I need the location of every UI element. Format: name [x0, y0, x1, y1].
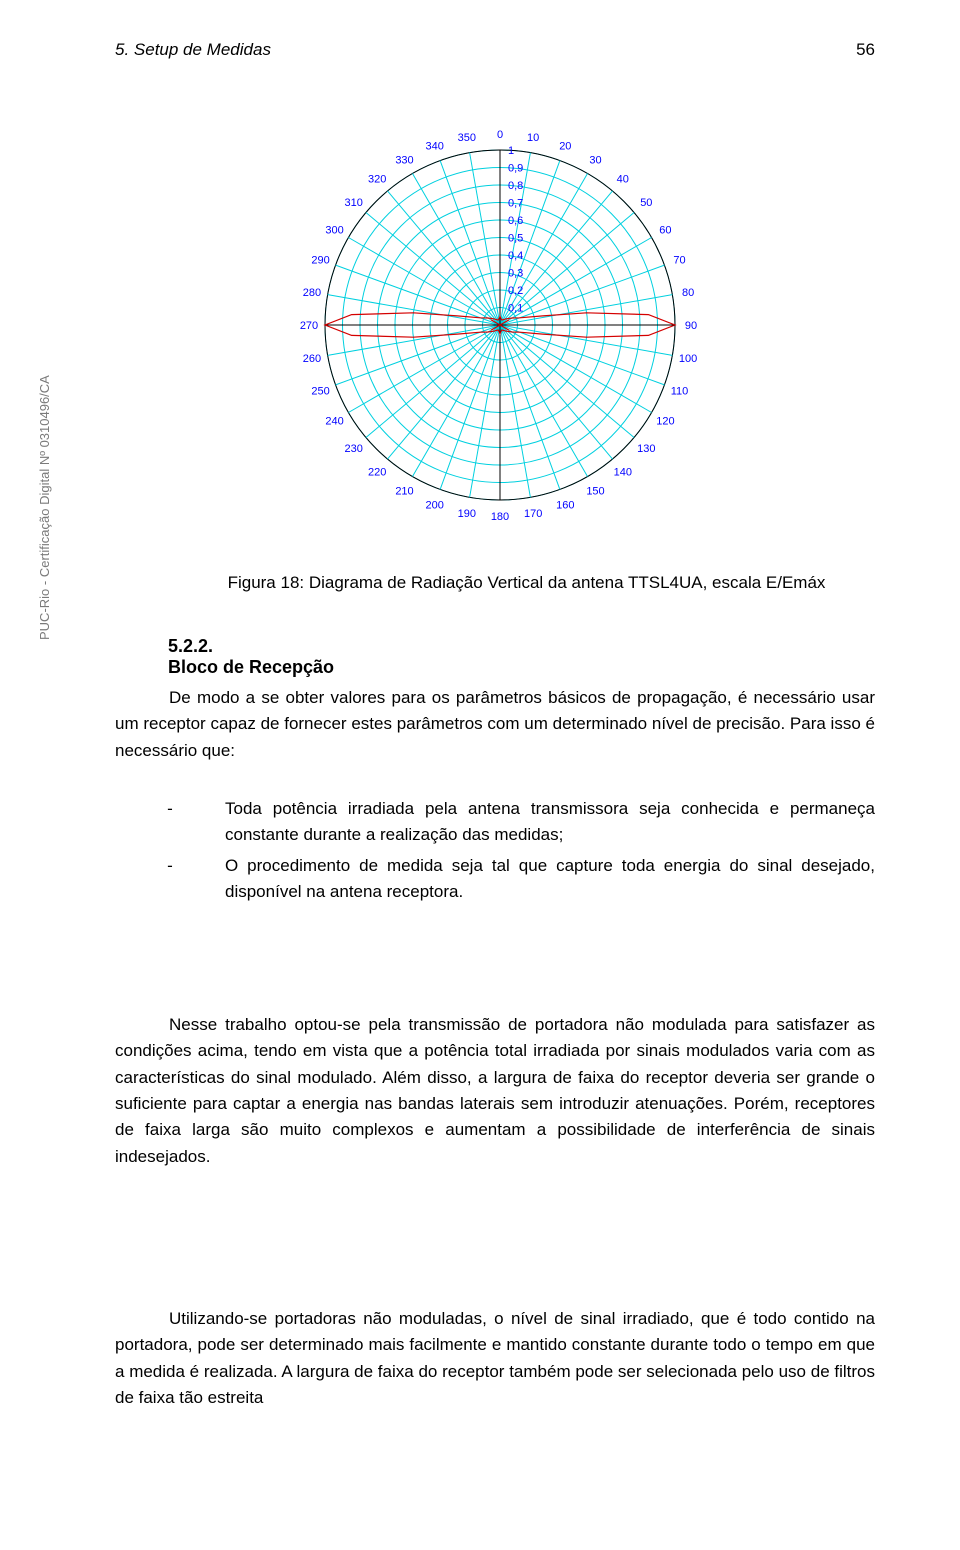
svg-text:0,5: 0,5	[508, 233, 523, 245]
svg-text:130: 130	[637, 443, 655, 455]
svg-text:10: 10	[527, 132, 539, 144]
svg-text:0,9: 0,9	[508, 163, 523, 175]
svg-text:0,6: 0,6	[508, 215, 523, 227]
svg-text:320: 320	[368, 174, 386, 186]
paragraph-2-text: Nesse trabalho optou-se pela transmissão…	[115, 1012, 875, 1170]
svg-text:170: 170	[524, 508, 542, 520]
svg-text:100: 100	[679, 353, 697, 365]
svg-text:90: 90	[685, 320, 697, 332]
svg-text:250: 250	[311, 385, 329, 397]
list-item: - Toda potência irradiada pela antena tr…	[115, 796, 875, 849]
section-heading: 5.2.2. Bloco de Recepção	[168, 636, 334, 678]
svg-text:150: 150	[586, 485, 604, 497]
svg-text:0,4: 0,4	[508, 250, 523, 262]
paragraph-2: Nesse trabalho optou-se pela transmissão…	[115, 1012, 875, 1170]
dash-icon: -	[115, 796, 225, 849]
svg-text:20: 20	[559, 141, 571, 153]
svg-text:70: 70	[673, 255, 685, 267]
svg-text:200: 200	[425, 499, 443, 511]
svg-text:0: 0	[497, 129, 503, 141]
list-item-text: Toda potência irradiada pela antena tran…	[225, 796, 875, 849]
svg-text:230: 230	[345, 443, 363, 455]
svg-text:190: 190	[458, 508, 476, 520]
paragraph-3-text: Utilizando-se portadoras não moduladas, …	[115, 1306, 875, 1411]
header-title: 5. Setup de Medidas	[115, 40, 271, 60]
svg-text:140: 140	[614, 466, 632, 478]
svg-text:30: 30	[589, 155, 601, 167]
svg-text:340: 340	[425, 141, 443, 153]
svg-text:270: 270	[300, 320, 318, 332]
svg-text:350: 350	[458, 132, 476, 144]
header-page-number: 56	[856, 40, 875, 60]
svg-text:1: 1	[508, 145, 514, 157]
page-header: 5. Setup de Medidas 56	[115, 40, 875, 60]
svg-text:330: 330	[395, 155, 413, 167]
svg-text:210: 210	[395, 485, 413, 497]
list-item-text: O procedimento de medida seja tal que ca…	[225, 853, 875, 906]
svg-text:40: 40	[617, 174, 629, 186]
svg-text:0,3: 0,3	[508, 268, 523, 280]
svg-text:0,2: 0,2	[508, 285, 523, 297]
svg-text:160: 160	[556, 499, 574, 511]
figure-caption: Figura 18: Diagrama de Radiação Vertical…	[178, 573, 875, 593]
paragraph-3: Utilizando-se portadoras não moduladas, …	[115, 1306, 875, 1411]
bullet-list: - Toda potência irradiada pela antena tr…	[115, 796, 875, 909]
svg-text:0,1: 0,1	[508, 303, 523, 315]
page: 5. Setup de Medidas 56 0 10 20 30 40 50 60 70 80…	[0, 0, 960, 1550]
paragraph-1-text: De modo a se obter valores para os parâm…	[115, 685, 875, 764]
svg-text:180: 180	[491, 511, 509, 523]
svg-text:110: 110	[671, 385, 689, 397]
svg-text:290: 290	[311, 255, 329, 267]
svg-text:0,8: 0,8	[508, 180, 523, 192]
svg-text:260: 260	[303, 353, 321, 365]
list-item: - O procedimento de medida seja tal que …	[115, 853, 875, 906]
svg-text:300: 300	[325, 225, 343, 237]
svg-text:120: 120	[656, 416, 674, 428]
section-title: Bloco de Recepção	[168, 657, 334, 677]
dash-icon: -	[115, 853, 225, 906]
polar-chart-svg: 0 10 20 30 40 50 60 70 80 90 100 110 120 130 140 150 160…	[280, 115, 720, 535]
section-number: 5.2.2.	[168, 636, 213, 656]
paragraph-1: De modo a se obter valores para os parâm…	[115, 685, 875, 764]
svg-text:50: 50	[640, 197, 652, 209]
svg-text:240: 240	[325, 416, 343, 428]
svg-text:220: 220	[368, 466, 386, 478]
polar-chart: 0 10 20 30 40 50 60 70 80 90 100 110 120 130 140 150 160…	[280, 115, 720, 535]
svg-text:80: 80	[682, 287, 694, 299]
svg-text:310: 310	[345, 197, 363, 209]
svg-text:60: 60	[659, 225, 671, 237]
svg-text:280: 280	[303, 287, 321, 299]
svg-text:0,7: 0,7	[508, 198, 523, 210]
